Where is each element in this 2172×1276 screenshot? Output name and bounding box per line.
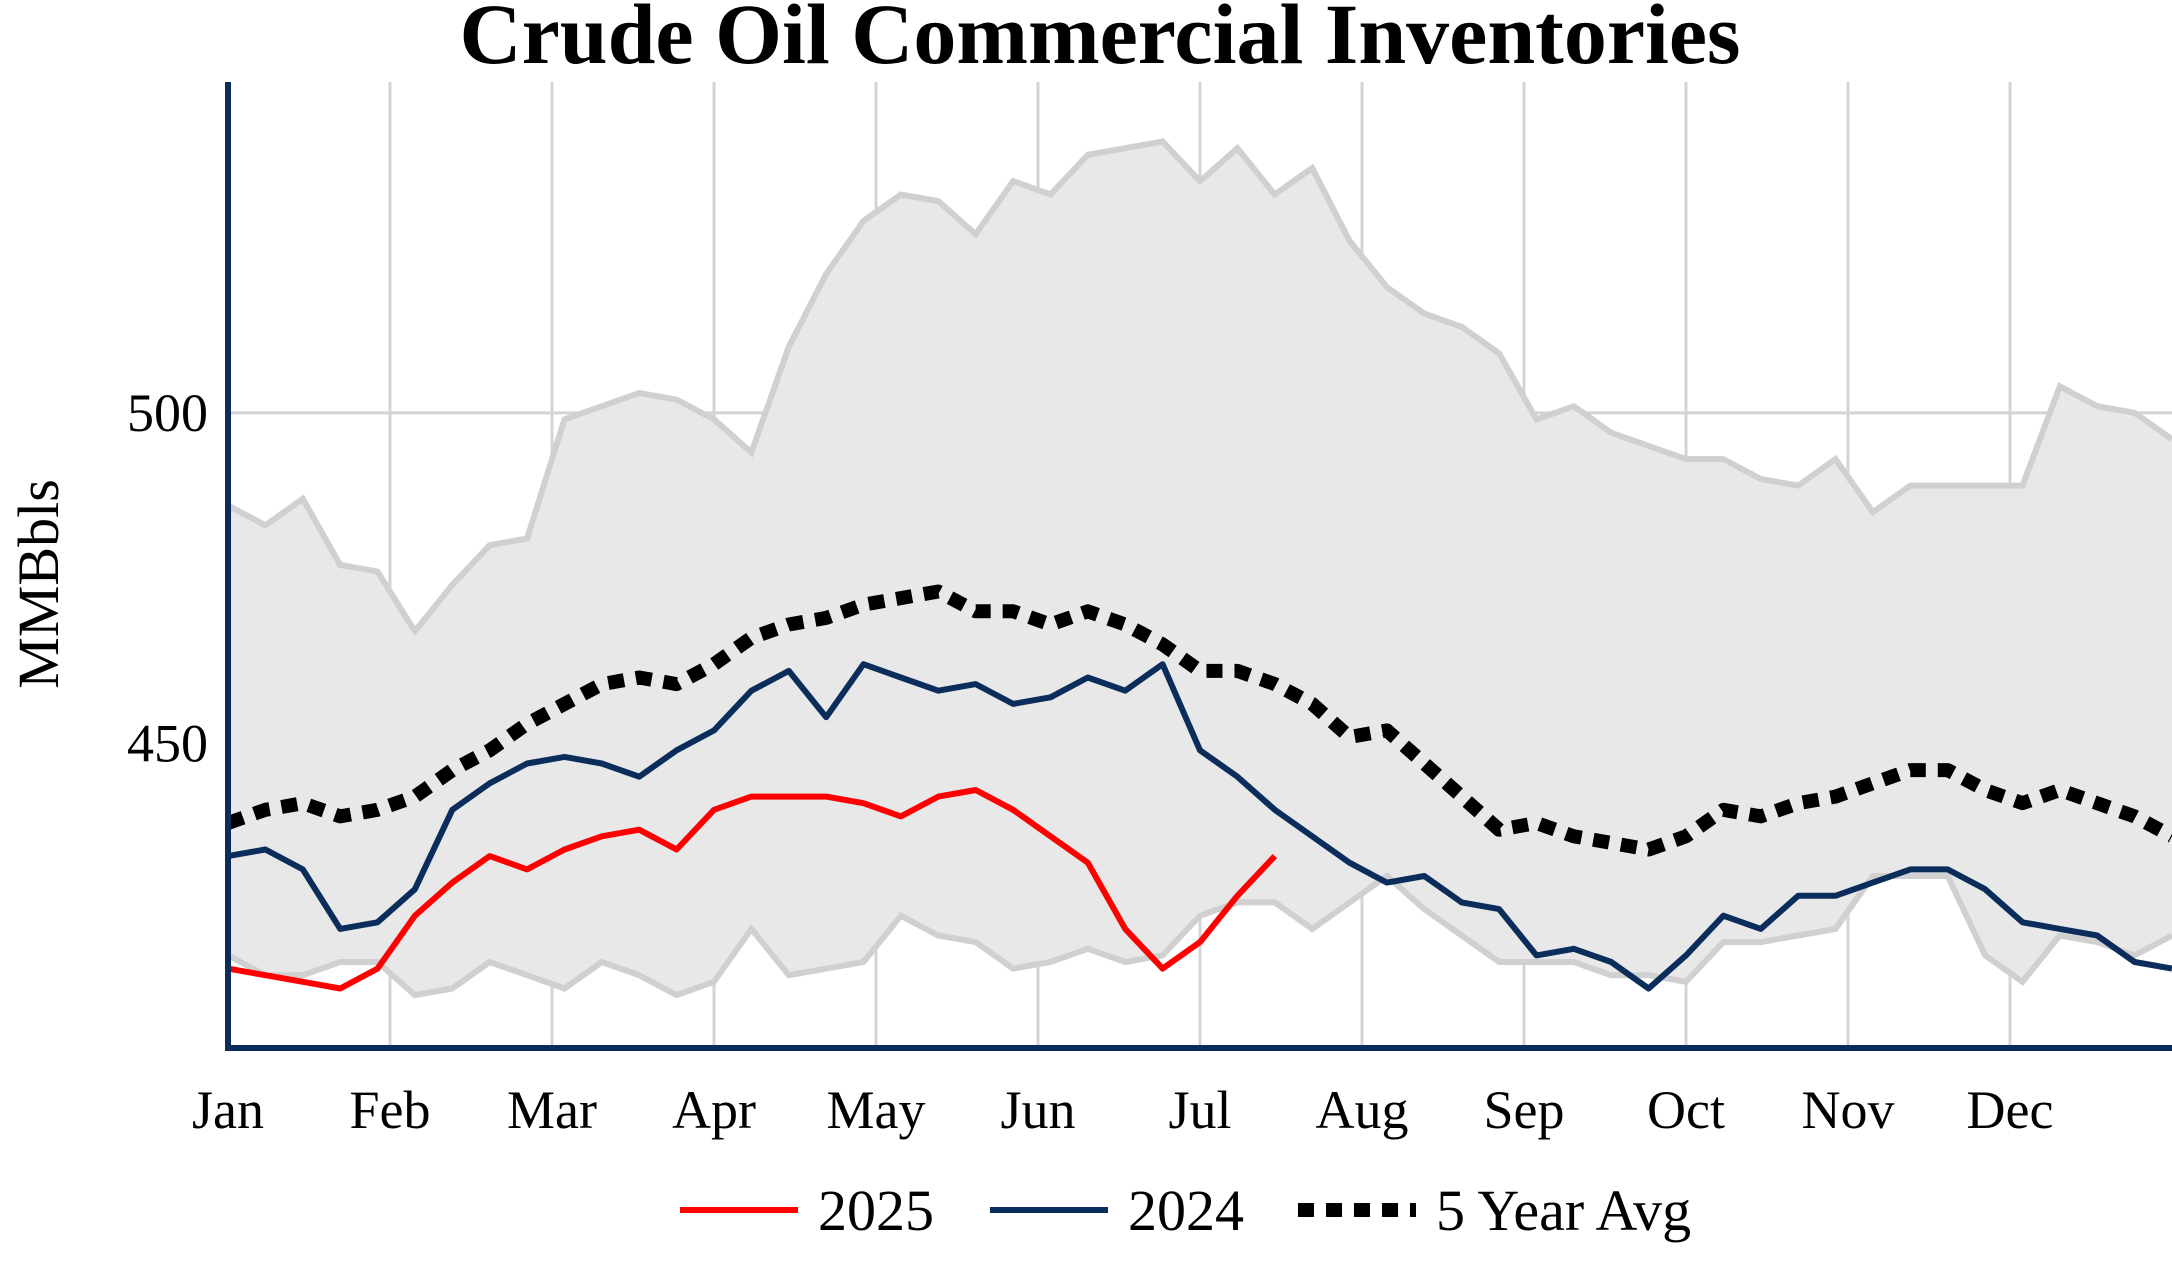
series-line-2025 bbox=[227, 787, 1277, 992]
x-tick-label: Dec bbox=[1967, 1080, 2054, 1140]
x-tick-label: May bbox=[827, 1080, 926, 1140]
x-tick-labels: Jan Feb Mar Apr May Jun Jul Aug Sep Oct Nov Dec bbox=[192, 1080, 2053, 1140]
x-tick-label: Mar bbox=[507, 1080, 597, 1140]
series-layer bbox=[225, 584, 2172, 992]
legend-label: 5 Year Avg bbox=[1436, 1178, 1691, 1243]
x-tick-label: Feb bbox=[350, 1080, 431, 1140]
x-tick-label: Sep bbox=[1484, 1080, 1565, 1140]
x-tick-label: Oct bbox=[1647, 1080, 1725, 1140]
y-axis-label: MMBbls bbox=[6, 479, 71, 689]
chart-title: Crude Oil Commercial Inventories bbox=[459, 0, 1740, 82]
five-year-range-lower-line bbox=[226, 872, 2172, 999]
legend-label: 2024 bbox=[1128, 1178, 1244, 1243]
x-tick-label: Aug bbox=[1316, 1080, 1409, 1140]
y-tick-label: 450 bbox=[127, 714, 208, 774]
legend: 2025 2024 5 Year Avg bbox=[680, 1178, 1691, 1243]
y-tick-label: 500 bbox=[127, 383, 208, 443]
x-tick-label: Jan bbox=[192, 1080, 264, 1140]
five-year-range-band bbox=[228, 141, 2172, 996]
x-tick-label: Jul bbox=[1168, 1080, 1231, 1140]
series-line-2024 bbox=[227, 661, 2172, 992]
five-year-range-upper-line bbox=[226, 138, 2172, 637]
x-tick-label: Apr bbox=[672, 1080, 756, 1140]
x-tick-label: Jun bbox=[1000, 1080, 1075, 1140]
y-tick-labels: 450 500 bbox=[127, 383, 208, 774]
x-tick-label: Nov bbox=[1802, 1080, 1895, 1140]
legend-label: 2025 bbox=[818, 1178, 934, 1243]
